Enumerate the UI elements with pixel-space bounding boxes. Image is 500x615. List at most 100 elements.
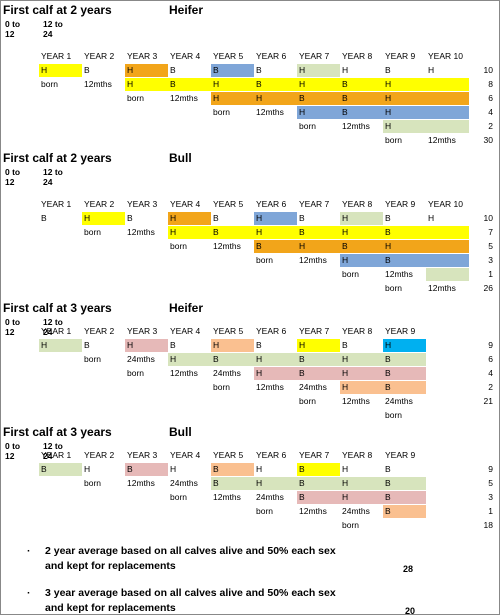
range-label: 12 to [43,441,63,451]
cell: born [299,121,317,131]
row-total: 3 [488,255,493,265]
cell [426,268,469,281]
year-header: YEAR 2 [84,51,115,61]
range-label: 24 [43,327,53,337]
row-total: 26 [483,283,493,293]
cell: born [299,396,317,406]
cell: born [84,478,102,488]
cell: B [297,353,340,366]
row-total: 9 [488,340,493,350]
year-header: YEAR 3 [127,51,158,61]
cell: 12mths [385,269,413,279]
cell: B [211,353,254,366]
cell: 12mths [299,255,327,265]
cell: born [385,410,403,420]
cell [426,106,469,119]
cell: 24mths [170,478,198,488]
row-total: 5 [488,241,493,251]
row-total: 30 [483,135,493,145]
cell: H [383,339,426,352]
year-header: YEAR 10 [428,51,463,61]
cell: born [127,368,145,378]
year-header: YEAR 2 [84,326,115,336]
cell: H [340,381,383,394]
cell: H [125,339,168,352]
row-total: 6 [488,354,493,364]
section-sex: Bull [169,425,192,439]
section-sex: Heifer [169,301,204,315]
cell: 12mths [428,283,456,293]
cell: B [84,340,90,350]
cell: 12mths [342,121,370,131]
cell: 24mths [299,382,327,392]
range-label: 24 [43,177,53,187]
year-header: YEAR 3 [127,199,158,209]
year-header: YEAR 4 [170,326,201,336]
cell: H [340,226,383,239]
cell: H [340,254,383,267]
year-header: YEAR 9 [385,326,416,336]
cell: born [170,241,188,251]
year-header: YEAR 3 [127,326,158,336]
cell: B [84,65,90,75]
cell [426,254,469,267]
cell: 12mths [213,492,241,502]
cell: 12mths [256,107,284,117]
cell: H [254,353,297,366]
cell: B [41,213,47,223]
row-total: 10 [483,213,493,223]
cell: H [125,64,168,77]
year-header: YEAR 4 [170,51,201,61]
year-header: YEAR 5 [213,199,244,209]
year-header: YEAR 6 [256,450,287,460]
cell: 12mths [342,396,370,406]
note-text: 3 year average based on all calves alive… [27,586,345,614]
range-label: 12 [5,327,15,337]
cell: H [383,92,426,105]
year-header: YEAR 7 [299,51,330,61]
year-header: YEAR 8 [342,450,373,460]
cell: B [383,254,426,267]
cell: H [254,477,297,490]
cell: H [168,212,211,225]
cell: H [254,367,297,380]
cell: 24mths [256,492,284,502]
cell: born [385,283,403,293]
cell: born [84,354,102,364]
cell: H [254,92,297,105]
cell: B [297,92,340,105]
year-header: YEAR 8 [342,326,373,336]
cell: H [168,226,211,239]
cell: B [297,463,340,476]
cell: B [383,353,426,366]
row-total: 6 [488,93,493,103]
cell: born [256,255,274,265]
year-header: YEAR 8 [342,199,373,209]
year-header: YEAR 1 [41,199,72,209]
cell [426,226,469,239]
year-header: YEAR 2 [84,450,115,460]
cell: H [342,65,349,75]
cell: B [383,226,426,239]
row-total: 2 [488,382,493,392]
range-label: 12 to [43,167,63,177]
cell: B [340,240,383,253]
year-header: YEAR 1 [41,326,72,336]
cell: B [299,213,305,223]
cell [426,120,469,133]
cell: H [84,464,91,474]
cell: B [254,78,297,91]
note-value: 28 [403,564,414,574]
cell: H [297,106,340,119]
section-title: First calf at 2 years [3,3,112,17]
cell: born [170,492,188,502]
range-label: 0 to [5,19,21,29]
cell: 12mths [127,227,155,237]
cell: H [340,353,383,366]
cell: B [383,491,426,504]
cell: B [383,505,426,518]
year-header: YEAR 4 [170,199,201,209]
row-total: 21 [483,396,493,406]
cell: born [213,382,231,392]
cell: B [385,213,391,223]
